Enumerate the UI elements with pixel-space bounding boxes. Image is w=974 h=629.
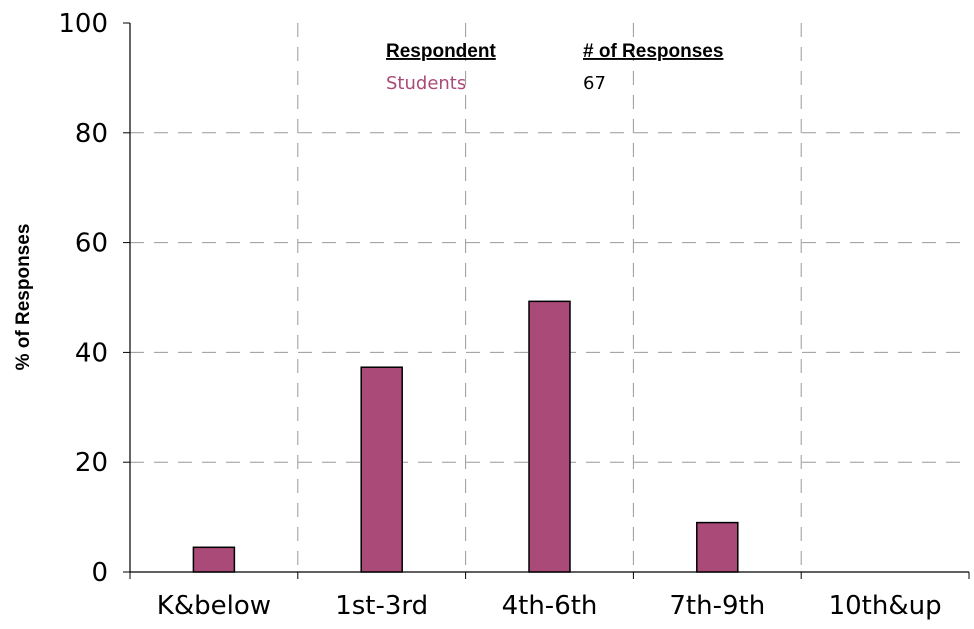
x-category-label: 10th&up <box>829 591 942 621</box>
legend-header-responses: # of Responses <box>583 41 723 62</box>
y-tick-label: 20 <box>75 448 108 478</box>
bar-3 <box>696 521 739 573</box>
x-category-label: 4th-6th <box>502 591 598 621</box>
bar-0 <box>192 546 236 573</box>
bar-2 <box>528 300 571 573</box>
x-category-label: 7th-9th <box>669 591 765 621</box>
x-category-label: K&below <box>157 591 271 621</box>
legend: Respondent # of Responses Students 67 <box>386 41 723 94</box>
y-tick-label: 80 <box>75 119 108 149</box>
y-tick-label: 0 <box>91 558 108 588</box>
legend-responses-count: 67 <box>583 73 606 94</box>
bar-1 <box>360 366 403 573</box>
bars <box>192 300 739 573</box>
y-tick-label: 40 <box>75 338 108 368</box>
legend-respondent-students: Students <box>386 73 466 94</box>
y-tick-label: 100 <box>58 9 108 39</box>
y-tick-label: 60 <box>75 229 108 259</box>
x-category-label: 1st-3rd <box>335 591 428 621</box>
tick-labels: 0 20 40 60 80 100 K&below 1st-3rd 4th-6th 7th-9th… <box>58 9 941 621</box>
legend-header-respondent: Respondent <box>386 41 496 62</box>
y-axis-label: % of Responses <box>13 224 34 371</box>
